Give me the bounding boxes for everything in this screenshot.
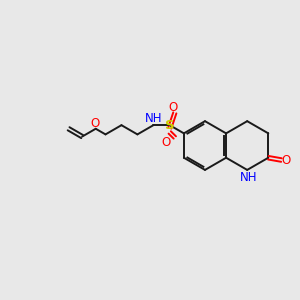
Text: S: S — [165, 119, 175, 132]
Text: O: O — [169, 101, 178, 114]
Text: NH: NH — [145, 112, 162, 125]
Text: O: O — [281, 154, 291, 166]
Text: O: O — [161, 136, 171, 149]
Text: O: O — [91, 117, 100, 130]
Text: NH: NH — [240, 171, 257, 184]
